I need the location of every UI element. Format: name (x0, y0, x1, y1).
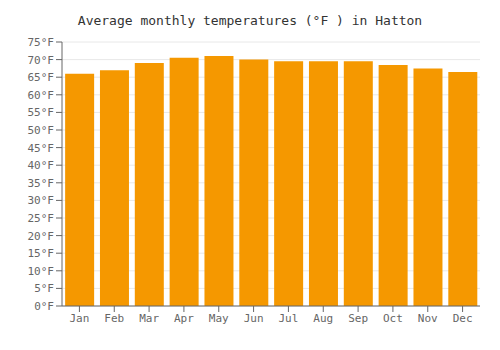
svg-text:30°F: 30°F (28, 194, 55, 207)
svg-text:Sep: Sep (348, 312, 368, 325)
svg-text:65°F: 65°F (28, 71, 55, 84)
svg-text:Oct: Oct (383, 312, 403, 325)
svg-text:Mar: Mar (139, 312, 159, 325)
svg-text:Jun: Jun (244, 312, 264, 325)
svg-text:15°F: 15°F (28, 247, 55, 260)
svg-text:Jan: Jan (69, 312, 89, 325)
svg-text:75°F: 75°F (28, 36, 55, 49)
svg-text:Nov: Nov (418, 312, 438, 325)
svg-text:Dec: Dec (453, 312, 473, 325)
svg-text:Apr: Apr (174, 312, 194, 325)
svg-text:60°F: 60°F (28, 89, 55, 102)
svg-text:0°F: 0°F (34, 300, 54, 313)
svg-text:45°F: 45°F (28, 142, 55, 155)
svg-text:35°F: 35°F (28, 177, 55, 190)
svg-text:40°F: 40°F (28, 159, 55, 172)
svg-text:50°F: 50°F (28, 124, 55, 137)
svg-text:Aug: Aug (313, 312, 333, 325)
svg-text:70°F: 70°F (28, 54, 55, 67)
svg-text:Jul: Jul (278, 312, 298, 325)
svg-text:5°F: 5°F (34, 282, 54, 295)
svg-text:20°F: 20°F (28, 230, 55, 243)
svg-text:Feb: Feb (104, 312, 124, 325)
svg-text:25°F: 25°F (28, 212, 55, 225)
svg-text:May: May (209, 312, 229, 325)
svg-text:10°F: 10°F (28, 265, 55, 278)
svg-text:55°F: 55°F (28, 106, 55, 119)
html-text:Average monthly temperatures (: Average monthly temperatures (°F ) in Ha… (77, 13, 423, 28)
